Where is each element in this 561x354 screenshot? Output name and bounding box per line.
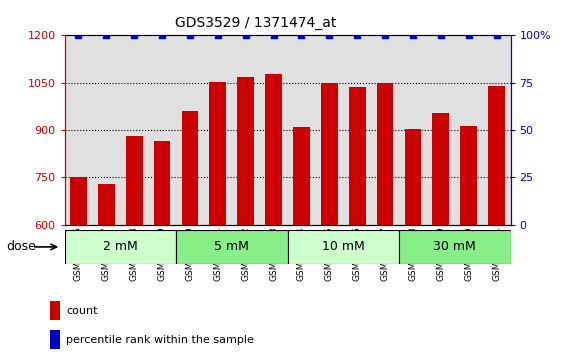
Point <box>297 33 306 38</box>
Text: dose: dose <box>7 240 36 253</box>
Bar <box>399 230 511 264</box>
Bar <box>349 86 366 225</box>
Bar <box>50 330 60 349</box>
Point <box>325 33 334 38</box>
Point <box>241 33 250 38</box>
Bar <box>287 230 399 264</box>
Text: 10 mM: 10 mM <box>322 240 365 253</box>
Bar <box>433 113 449 225</box>
Point <box>408 33 417 38</box>
Point <box>74 33 83 38</box>
Text: 5 mM: 5 mM <box>214 240 249 253</box>
Bar <box>65 230 176 264</box>
Point <box>269 33 278 38</box>
Bar <box>488 86 505 225</box>
Text: percentile rank within the sample: percentile rank within the sample <box>66 335 254 345</box>
Point <box>436 33 445 38</box>
Point <box>464 33 473 38</box>
Point <box>353 33 362 38</box>
Bar <box>237 77 254 225</box>
Text: 30 mM: 30 mM <box>434 240 476 253</box>
Point <box>102 33 111 38</box>
Point <box>380 33 389 38</box>
Text: 2 mM: 2 mM <box>103 240 137 253</box>
Bar <box>461 126 477 225</box>
Text: GDS3529 / 1371474_at: GDS3529 / 1371474_at <box>174 16 336 30</box>
Bar <box>376 84 393 225</box>
Point <box>130 33 139 38</box>
Bar <box>154 141 171 225</box>
Bar <box>209 82 226 225</box>
Point <box>213 33 222 38</box>
Point <box>186 33 195 38</box>
Bar <box>50 301 60 320</box>
Bar <box>126 136 142 225</box>
Text: count: count <box>66 306 98 316</box>
Bar <box>321 83 338 225</box>
Bar <box>265 74 282 225</box>
Bar <box>404 129 421 225</box>
Point <box>492 33 501 38</box>
Bar <box>293 127 310 225</box>
Bar <box>182 111 198 225</box>
Point <box>158 33 167 38</box>
Bar <box>176 230 288 264</box>
Bar <box>98 184 114 225</box>
Bar <box>70 177 87 225</box>
